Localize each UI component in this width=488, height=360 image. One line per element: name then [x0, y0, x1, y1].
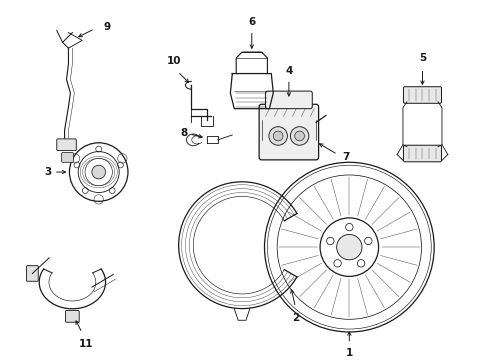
Circle shape — [336, 234, 361, 260]
Text: 1: 1 — [345, 348, 352, 357]
Text: 4: 4 — [285, 66, 292, 76]
Circle shape — [92, 165, 105, 179]
FancyBboxPatch shape — [26, 266, 38, 281]
Text: 2: 2 — [291, 313, 299, 323]
FancyBboxPatch shape — [259, 104, 318, 160]
Text: 7: 7 — [342, 152, 349, 162]
Circle shape — [268, 127, 287, 145]
FancyBboxPatch shape — [403, 145, 441, 162]
Text: 8: 8 — [180, 128, 187, 138]
Circle shape — [273, 131, 283, 141]
Text: 9: 9 — [103, 22, 110, 32]
FancyBboxPatch shape — [65, 311, 79, 322]
Text: 3: 3 — [44, 167, 52, 177]
Text: 11: 11 — [79, 339, 93, 349]
Text: 10: 10 — [166, 56, 181, 66]
FancyBboxPatch shape — [57, 139, 76, 150]
Text: 6: 6 — [248, 17, 255, 27]
Circle shape — [290, 127, 308, 145]
Text: 5: 5 — [418, 53, 425, 63]
FancyBboxPatch shape — [61, 153, 73, 162]
Circle shape — [294, 131, 304, 141]
FancyBboxPatch shape — [403, 87, 441, 103]
FancyBboxPatch shape — [265, 91, 312, 109]
